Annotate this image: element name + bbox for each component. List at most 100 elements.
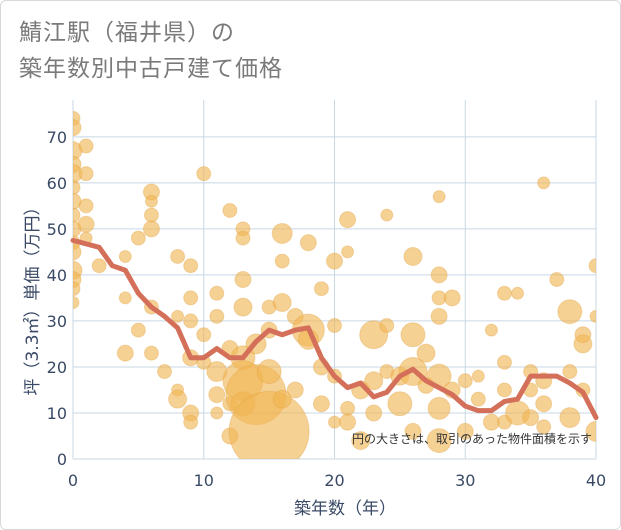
data-bubble: [78, 138, 94, 154]
data-bubble: [73, 207, 81, 223]
data-bubble: [196, 166, 212, 182]
data-bubble: [430, 266, 448, 284]
data-bubble: [380, 208, 394, 222]
data-bubble: [457, 373, 473, 389]
data-bubble: [588, 258, 596, 274]
chart-title-line1: 鯖江駅（福井県）の: [19, 20, 235, 46]
data-bubble: [313, 281, 329, 297]
data-bubble: [562, 364, 578, 380]
data-bubble: [511, 286, 525, 300]
data-bubble: [73, 192, 82, 210]
data-bubble: [73, 243, 82, 261]
y-tick-label: 30: [47, 312, 67, 331]
data-bubble: [222, 202, 238, 218]
data-bubble: [116, 344, 134, 362]
data-bubble: [403, 246, 423, 266]
y-axis-title: 坪（3.3㎡）単価（万円）: [23, 198, 43, 395]
data-bubble: [400, 322, 426, 348]
data-bubble: [208, 386, 226, 404]
data-bubble: [312, 395, 330, 413]
data-bubble: [286, 381, 304, 399]
chart-title: 鯖江駅（福井県）の 築年数別中古戸建て価格: [19, 15, 283, 87]
data-bubble: [183, 258, 199, 274]
data-bubble: [73, 281, 81, 297]
data-bubble: [171, 309, 185, 323]
data-bubble: [91, 258, 107, 274]
chart-title-line2: 築年数別中古戸建て価格: [19, 56, 283, 82]
x-tick-label: 20: [324, 471, 344, 490]
data-bubble: [73, 179, 81, 195]
data-bubble: [426, 428, 452, 454]
data-bubble: [387, 391, 413, 417]
data-bubble: [130, 322, 146, 338]
data-bubble: [209, 308, 225, 324]
data-bubble: [404, 422, 422, 440]
data-bubble: [271, 222, 293, 244]
data-bubble: [157, 364, 173, 380]
data-bubble: [326, 252, 343, 270]
data-bubble: [427, 396, 451, 420]
y-tick-label: 60: [47, 174, 67, 193]
data-bubble: [210, 406, 224, 420]
data-bubble: [484, 323, 498, 337]
data-bubble: [272, 389, 292, 409]
data-bubble: [256, 359, 282, 385]
data-bubble: [328, 415, 341, 429]
data-bubble: [118, 291, 132, 305]
data-bubble: [443, 289, 461, 307]
data-bubble: [430, 307, 448, 325]
data-bubble: [183, 414, 199, 430]
y-tick-label: 40: [47, 266, 67, 285]
data-bubble: [364, 371, 384, 391]
data-bubble: [272, 293, 292, 313]
data-bubble: [118, 249, 132, 263]
data-bubble: [496, 285, 512, 301]
y-tick-label: 0: [57, 450, 67, 469]
data-bubble: [183, 313, 199, 329]
data-bubble: [549, 272, 565, 287]
data-bubble: [228, 390, 310, 459]
data-bubble: [535, 395, 553, 413]
data-bubble: [144, 194, 158, 208]
data-bubble: [522, 409, 540, 427]
data-bubble: [432, 190, 446, 204]
data-bubble: [209, 285, 225, 301]
x-tick-label: 10: [194, 471, 214, 490]
x-tick-label: 0: [68, 471, 78, 490]
data-bubble: [168, 389, 188, 409]
data-bubble: [416, 343, 436, 363]
bubble-size-note: 円の大きさは、取引のあった物件面積を示す: [352, 431, 592, 446]
data-bubble: [339, 413, 357, 431]
x-axis-title: 築年数（年）: [294, 499, 396, 519]
data-bubble: [365, 404, 383, 422]
data-bubble: [130, 230, 146, 246]
data-bubble: [183, 290, 199, 306]
data-bubble: [496, 354, 512, 370]
data-bubble: [327, 318, 342, 334]
data-bubble: [299, 234, 317, 252]
data-bubble: [73, 119, 82, 137]
average-trend-line: [70, 237, 599, 421]
data-bubble: [537, 176, 551, 190]
data-bubble: [456, 422, 474, 440]
data-bubble: [573, 334, 593, 354]
data-bubble: [559, 407, 581, 429]
data-bubble: [234, 271, 252, 288]
data-bubble: [470, 391, 486, 407]
data-bubble: [340, 400, 356, 416]
data-bubble: [78, 198, 94, 214]
axis-layer: 0 10 20 30 40 0 10 20 30 40 50 60 70: [47, 128, 607, 490]
data-bubble: [379, 318, 395, 334]
data-bubble: [233, 297, 253, 317]
data-bubble: [471, 369, 485, 383]
data-bubble: [585, 420, 596, 442]
data-bubble: [143, 345, 159, 361]
data-bubble: [339, 211, 357, 229]
data-bubble: [235, 230, 251, 246]
data-bubble: [341, 245, 355, 259]
y-tick-label: 70: [47, 128, 67, 147]
y-tick-label: 20: [47, 358, 67, 377]
data-bubble: [78, 166, 94, 182]
x-tick-label: 30: [455, 471, 475, 490]
